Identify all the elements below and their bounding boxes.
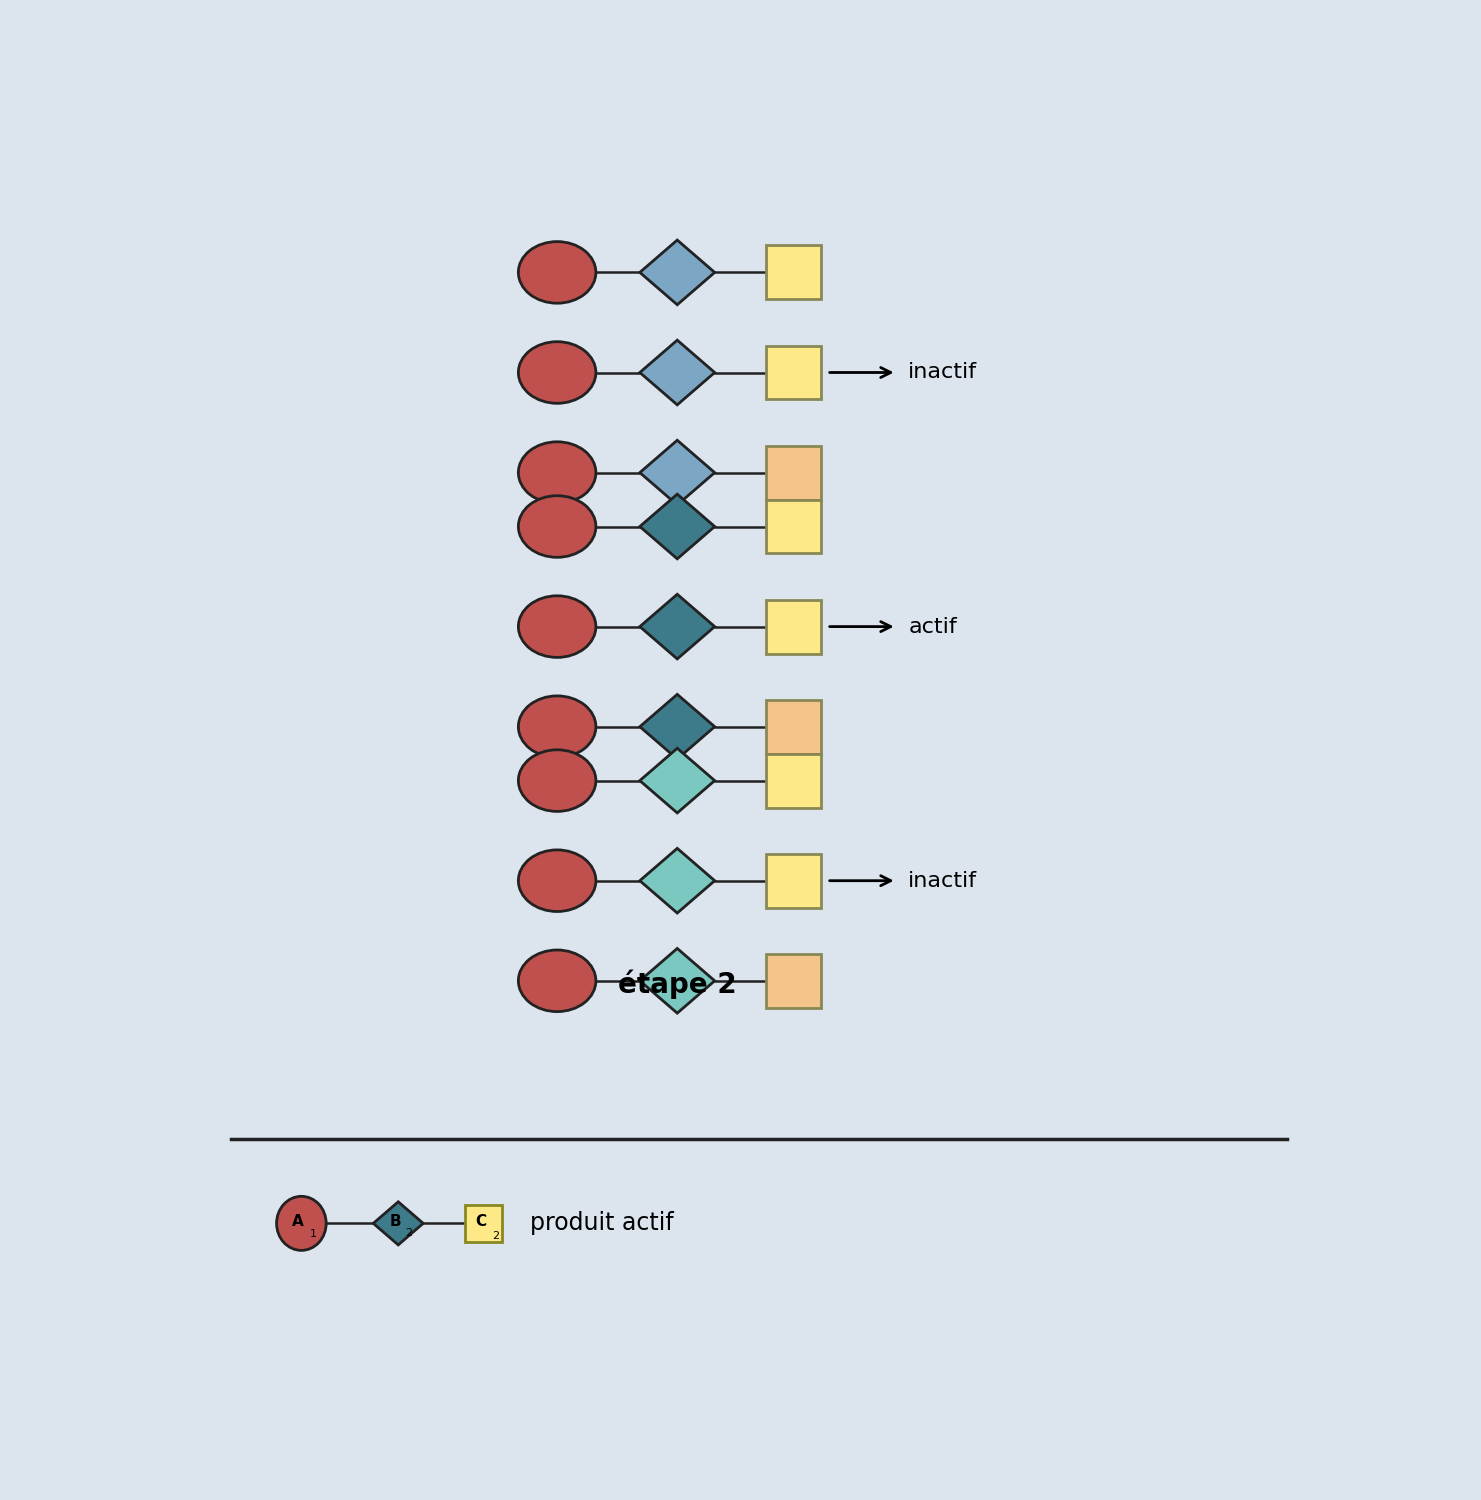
Text: inactif: inactif bbox=[908, 870, 977, 891]
Text: B: B bbox=[390, 1215, 401, 1230]
Text: C: C bbox=[475, 1215, 487, 1230]
Bar bbox=[766, 345, 820, 399]
Ellipse shape bbox=[518, 750, 595, 812]
Text: 2: 2 bbox=[492, 1230, 499, 1240]
Polygon shape bbox=[640, 340, 715, 405]
Polygon shape bbox=[640, 849, 715, 914]
Polygon shape bbox=[373, 1202, 424, 1245]
Bar bbox=[766, 954, 820, 1008]
Bar bbox=[766, 853, 820, 907]
Ellipse shape bbox=[518, 950, 595, 1011]
Bar bbox=[766, 446, 820, 500]
Bar bbox=[766, 246, 820, 300]
Ellipse shape bbox=[518, 442, 595, 504]
Polygon shape bbox=[640, 441, 715, 506]
Polygon shape bbox=[640, 748, 715, 813]
Ellipse shape bbox=[518, 850, 595, 912]
Text: actif: actif bbox=[908, 616, 957, 636]
Ellipse shape bbox=[518, 596, 595, 657]
Bar bbox=[766, 500, 820, 554]
Text: étape 2: étape 2 bbox=[618, 970, 736, 999]
Ellipse shape bbox=[518, 242, 595, 303]
Ellipse shape bbox=[277, 1197, 326, 1251]
Text: produit actif: produit actif bbox=[530, 1212, 674, 1236]
Polygon shape bbox=[640, 240, 715, 304]
Text: 1: 1 bbox=[311, 1228, 317, 1239]
Polygon shape bbox=[640, 948, 715, 1012]
Text: A: A bbox=[292, 1215, 304, 1230]
Bar bbox=[465, 1204, 502, 1242]
Bar bbox=[766, 600, 820, 654]
Polygon shape bbox=[640, 494, 715, 560]
Polygon shape bbox=[640, 694, 715, 759]
Ellipse shape bbox=[518, 696, 595, 758]
Ellipse shape bbox=[518, 342, 595, 404]
Ellipse shape bbox=[518, 495, 595, 558]
Bar bbox=[766, 753, 820, 807]
Text: 2: 2 bbox=[406, 1228, 413, 1239]
Bar bbox=[766, 699, 820, 753]
Polygon shape bbox=[640, 594, 715, 658]
Text: inactif: inactif bbox=[908, 363, 977, 382]
